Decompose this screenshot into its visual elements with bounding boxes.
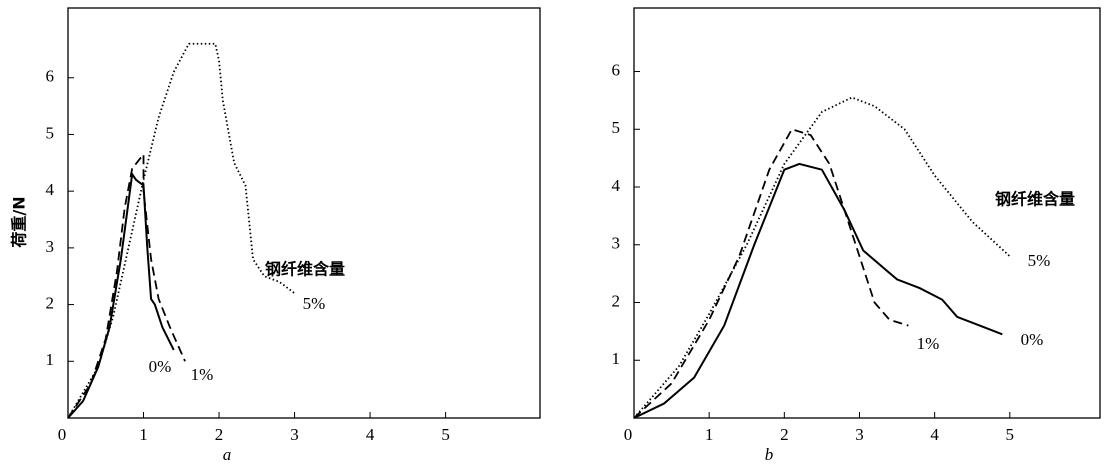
x-tick-label: 2 (215, 425, 224, 444)
series-line (633, 96, 1011, 419)
y-tick-label: 2 (46, 293, 55, 312)
series-label: 1% (917, 334, 940, 353)
x-tick-label: 0 (624, 425, 633, 444)
y-tick-label: 1 (612, 349, 621, 368)
x-tick-label: 4 (930, 425, 939, 444)
x-tick-label: 5 (441, 425, 450, 444)
y-tick-label: 2 (612, 291, 621, 310)
y-tick-label: 6 (46, 67, 55, 86)
series-label: 5% (303, 294, 326, 313)
y-tick-label: 4 (46, 180, 55, 199)
x-tick-label: 2 (780, 425, 789, 444)
x-tick-label: 5 (1006, 425, 1015, 444)
x-axis-label: b (765, 445, 774, 464)
plot-frame (67, 7, 541, 419)
y-axis-label: 荷重/N (10, 196, 29, 247)
x-tick-label: 1 (705, 425, 714, 444)
x-tick-label: 1 (139, 425, 148, 444)
series-line (633, 162, 1003, 419)
plot-frame (633, 7, 1101, 419)
y-tick-label: 5 (46, 123, 55, 142)
y-tick-label: 4 (612, 176, 621, 195)
x-tick-label: 0 (58, 425, 67, 444)
series-line (67, 151, 186, 419)
legend-title: 钢纤维含量 (995, 190, 1075, 209)
y-tick-label: 3 (612, 234, 621, 253)
y-tick-label: 3 (46, 237, 55, 256)
series-line (67, 42, 296, 419)
legend-title: 钢纤维含量 (265, 260, 345, 279)
x-tick-label: 4 (366, 425, 375, 444)
series-line (633, 128, 909, 419)
x-axis-label: a (223, 445, 232, 464)
series-label: 1% (191, 365, 214, 384)
x-tick-label: 3 (855, 425, 864, 444)
x-tick-label: 3 (290, 425, 299, 444)
series-label: 0% (149, 357, 172, 376)
y-tick-label: 6 (612, 60, 621, 79)
series-line (67, 171, 175, 419)
y-tick-label: 5 (612, 118, 621, 137)
y-tick-label: 1 (46, 350, 55, 369)
series-label: 0% (1021, 330, 1044, 349)
series-label: 5% (1028, 251, 1051, 270)
